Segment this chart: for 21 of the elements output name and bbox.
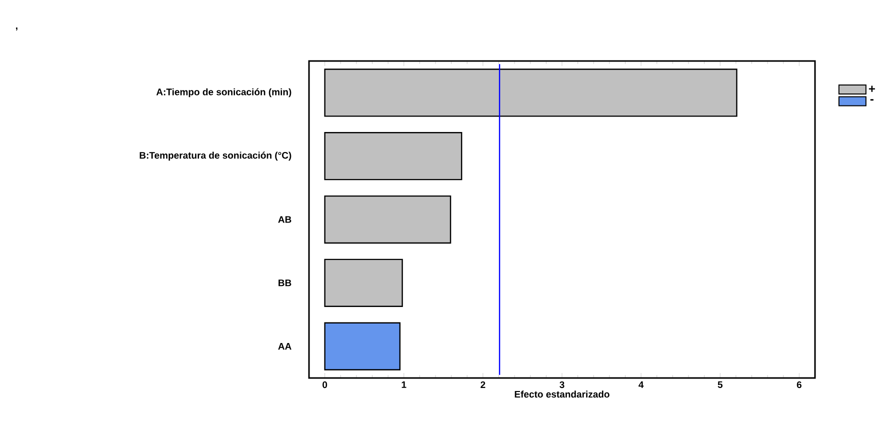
text: ,: [16, 28, 18, 30]
x-tick-label: 1: [402, 381, 406, 388]
x-tick-label: 2: [480, 381, 486, 388]
y-tick-label: AB: [278, 216, 292, 223]
x-axis-title: Efecto estandarizado: [514, 390, 610, 398]
bar: [324, 322, 401, 370]
x-tick-label: 0: [322, 381, 328, 388]
bar: [324, 132, 462, 180]
bar: [324, 195, 452, 244]
bar: [324, 258, 403, 307]
x-tick-label: 5: [718, 381, 723, 388]
y-tick-label: A:Tiempo de sonicación (min): [156, 88, 292, 98]
legend-label: +: [868, 86, 875, 92]
x-tick-label: 6: [796, 381, 802, 388]
x-tick-label: 3: [560, 381, 564, 388]
y-tick-label: AA: [278, 343, 292, 350]
y-tick-label: B:Temperatura de sonicación (°C): [140, 152, 292, 161]
x-tick-label: 4: [638, 381, 644, 388]
legend-label: -: [870, 99, 874, 101]
y-tick-label: BB: [278, 280, 292, 286]
bar: [324, 68, 738, 117]
